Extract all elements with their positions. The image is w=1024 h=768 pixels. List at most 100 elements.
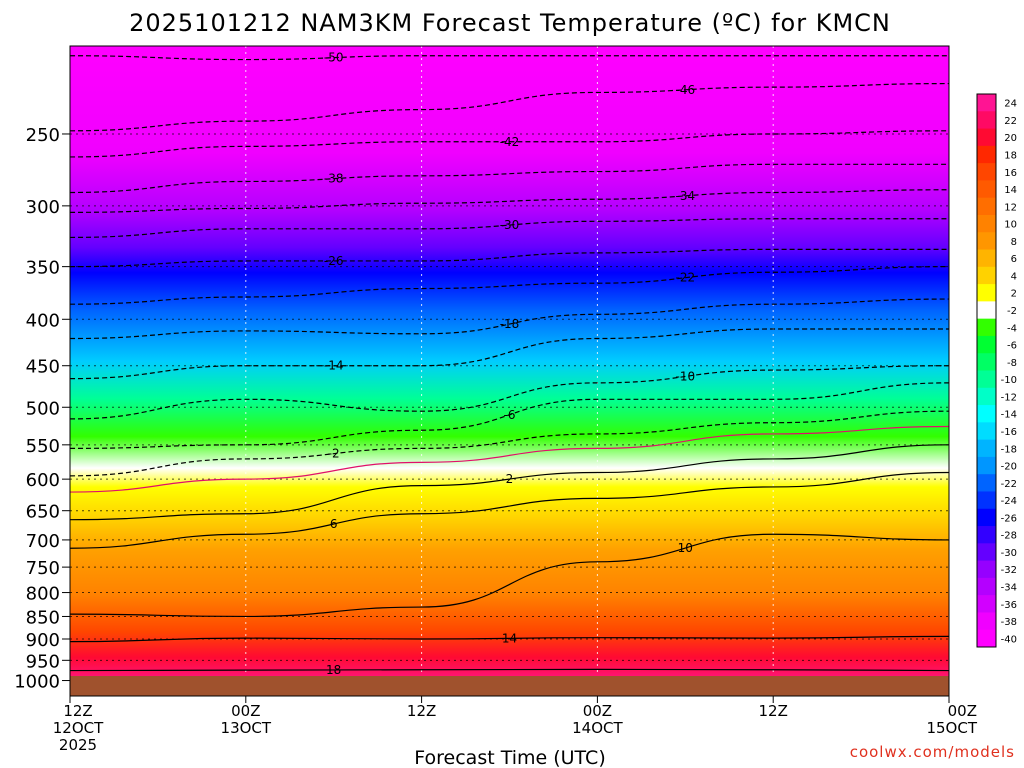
colorbar-label: -6: [1007, 341, 1017, 352]
colorbar-swatch: [977, 197, 996, 216]
y-tick-label: 400: [26, 310, 60, 331]
colorbar-swatch: [977, 232, 996, 251]
colorbar-label: -2: [1007, 306, 1017, 317]
colorbar-swatch: [977, 560, 996, 579]
colorbar-label: -32: [1001, 565, 1017, 576]
isotherm-label: -2: [328, 447, 340, 461]
colorbar-label: -12: [1001, 392, 1017, 403]
colorbar-label: -16: [1001, 427, 1017, 438]
isotherm-line: [70, 365, 949, 420]
y-tick-label: 550: [26, 436, 60, 457]
isotherm-label: -46: [675, 83, 695, 97]
isotherm-line: [70, 298, 949, 340]
colorbar-swatch: [977, 439, 996, 458]
colorbar: 24 22 20 18 16 14 12 10 8 6 4 2 -2 -4 -6 -8 -10 -12 -14 -16…: [976, 93, 1017, 648]
colorbar-label: -20: [1001, 462, 1017, 473]
colorbar-swatch: [977, 526, 996, 544]
colorbar-swatch: [977, 335, 996, 354]
x-axis-label: Forecast Time (UTC): [414, 747, 605, 768]
isotherm-label: -18: [500, 317, 520, 331]
isotherm-line: [70, 668, 949, 672]
colorbar-swatch: [977, 111, 996, 130]
isotherm-line: [70, 266, 949, 305]
colorbar-label: 8: [1011, 237, 1017, 248]
y-tick-label: 450: [26, 357, 60, 378]
isotherm-line: [70, 189, 949, 213]
colorbar-label: -30: [1001, 548, 1017, 559]
y-tick-label: 350: [26, 258, 60, 279]
x-tick-label: 13OCT: [221, 719, 272, 737]
isotherm-label: -10: [675, 369, 695, 383]
isotherm-line: [70, 82, 949, 132]
isotherm-line: [70, 130, 949, 158]
colorbar-swatch: [977, 163, 996, 181]
colorbar-label: 6: [1011, 254, 1017, 265]
x-tick-label: 12Z: [63, 702, 92, 720]
x-tick-label: 00Z: [231, 702, 260, 720]
colorbar-label: 2: [1011, 289, 1017, 300]
colorbar-label: -14: [1001, 410, 1017, 421]
y-tick-label: 700: [26, 531, 60, 552]
colorbar-label: 24: [1004, 99, 1017, 110]
isotherm-label: 2: [506, 472, 514, 486]
colorbar-label: -40: [1001, 634, 1017, 645]
colorbar-label: 22: [1004, 116, 1017, 127]
isotherm-label: -26: [324, 254, 344, 268]
isotherm-label: -30: [500, 218, 520, 232]
colorbar-swatch: [977, 94, 996, 112]
pressure-axis: 2503003504004505005506006507007508008509…: [14, 125, 70, 693]
x-tick-label: 00Z: [583, 702, 612, 720]
colorbar-swatch: [977, 422, 996, 441]
colorbar-swatch: [977, 508, 996, 527]
colorbar-label: -34: [1001, 583, 1017, 594]
colorbar-label: -28: [1001, 531, 1017, 542]
x-tick-label: 15OCT: [926, 719, 977, 737]
y-tick-label: 950: [26, 651, 60, 672]
y-tick-label: 250: [26, 125, 60, 146]
isotherm-label: 18: [326, 663, 341, 677]
colorbar-swatch: [977, 474, 996, 492]
x-tick-label: 2025: [59, 736, 97, 754]
y-tick-label: 900: [26, 630, 60, 651]
y-tick-label: 500: [26, 398, 60, 419]
colorbar-swatch: [977, 180, 996, 199]
temperature-field: [70, 46, 949, 696]
colorbar-swatch: [977, 214, 996, 233]
x-tick-label: 12OCT: [53, 719, 104, 737]
y-tick-label: 600: [26, 470, 60, 491]
y-tick-label: 750: [26, 558, 60, 579]
colorbar-swatch: [977, 266, 996, 285]
colorbar-swatch: [977, 284, 996, 302]
colorbar-swatch: [977, 370, 996, 389]
colorbar-label: 12: [1004, 202, 1017, 213]
isotherm-label: 10: [678, 541, 693, 555]
colorbar-swatch: [977, 405, 996, 423]
colorbar-label: 16: [1004, 168, 1017, 179]
colorbar-swatch: [977, 612, 996, 631]
colorbar-swatch: [977, 249, 996, 268]
isotherm-line: [70, 55, 949, 61]
colorbar-label: 20: [1004, 133, 1017, 144]
colorbar-label: -26: [1001, 513, 1017, 524]
colorbar-swatch: [977, 318, 996, 337]
isotherm-label: 6: [330, 517, 338, 531]
isotherm-label: -38: [324, 172, 344, 186]
colorbar-label: -36: [1001, 600, 1017, 611]
colorbar-swatch: [977, 577, 996, 596]
credit-text: coolwx.com/models: [850, 743, 1015, 761]
y-tick-label: 800: [26, 584, 60, 605]
y-tick-label: 650: [26, 502, 60, 523]
isotherm-lines: 18 14 10 6 2 -2 -6 -10 -14 -18 -22 -26 -30 -34 -38 -42 -…: [70, 51, 949, 677]
isotherm-line: [70, 444, 949, 521]
colorbar-swatch: [977, 387, 996, 406]
isotherm-label: -6: [504, 408, 516, 422]
isotherm-line: [70, 218, 949, 239]
isotherm-line: [70, 635, 949, 643]
isotherm-line: [70, 533, 949, 618]
colorbar-swatch: [977, 353, 996, 371]
isotherm-label: -34: [675, 189, 695, 203]
y-tick-label: 1000: [14, 672, 60, 693]
below-ground-band: [70, 676, 949, 696]
